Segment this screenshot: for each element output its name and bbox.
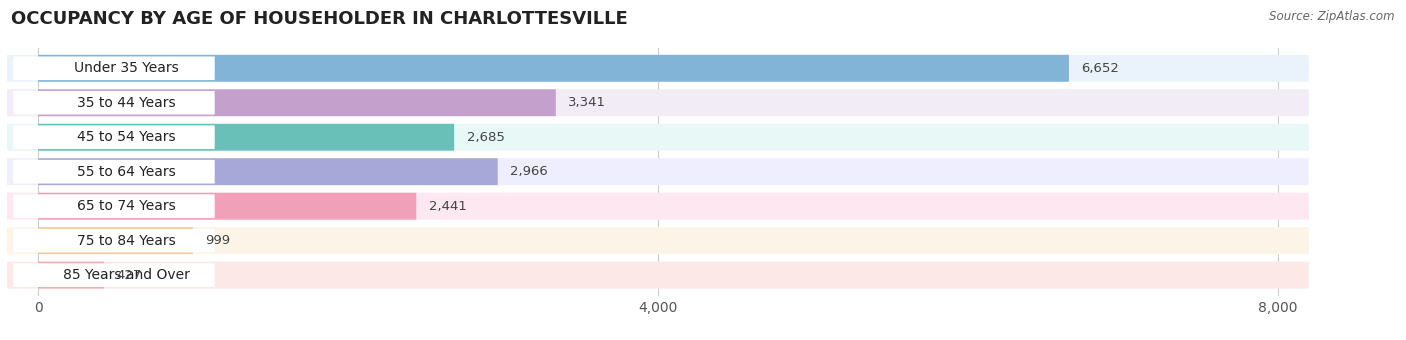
Text: OCCUPANCY BY AGE OF HOUSEHOLDER IN CHARLOTTESVILLE: OCCUPANCY BY AGE OF HOUSEHOLDER IN CHARL…: [11, 10, 628, 28]
Text: 999: 999: [205, 234, 231, 247]
FancyBboxPatch shape: [38, 158, 498, 185]
FancyBboxPatch shape: [7, 193, 1309, 220]
FancyBboxPatch shape: [13, 56, 215, 80]
Text: 2,441: 2,441: [429, 200, 467, 213]
FancyBboxPatch shape: [13, 160, 215, 184]
Text: 45 to 54 Years: 45 to 54 Years: [77, 130, 176, 144]
Text: 3,341: 3,341: [568, 96, 606, 109]
FancyBboxPatch shape: [13, 263, 215, 287]
FancyBboxPatch shape: [38, 193, 416, 220]
FancyBboxPatch shape: [38, 227, 193, 254]
FancyBboxPatch shape: [38, 55, 1069, 82]
Text: 55 to 64 Years: 55 to 64 Years: [77, 165, 176, 179]
FancyBboxPatch shape: [38, 262, 104, 289]
Text: 85 Years and Over: 85 Years and Over: [63, 268, 190, 282]
FancyBboxPatch shape: [7, 55, 1309, 82]
FancyBboxPatch shape: [38, 124, 454, 151]
FancyBboxPatch shape: [13, 229, 215, 253]
Text: 427: 427: [117, 269, 142, 282]
Text: 35 to 44 Years: 35 to 44 Years: [77, 96, 176, 110]
FancyBboxPatch shape: [38, 89, 555, 116]
FancyBboxPatch shape: [13, 125, 215, 149]
FancyBboxPatch shape: [7, 262, 1309, 289]
FancyBboxPatch shape: [7, 227, 1309, 254]
Text: 6,652: 6,652: [1081, 62, 1119, 75]
FancyBboxPatch shape: [7, 89, 1309, 116]
FancyBboxPatch shape: [7, 158, 1309, 185]
Text: 2,685: 2,685: [467, 131, 505, 144]
Text: Under 35 Years: Under 35 Years: [75, 61, 179, 75]
Text: Source: ZipAtlas.com: Source: ZipAtlas.com: [1270, 10, 1395, 23]
FancyBboxPatch shape: [7, 124, 1309, 151]
FancyBboxPatch shape: [13, 91, 215, 115]
Text: 75 to 84 Years: 75 to 84 Years: [77, 234, 176, 248]
Text: 65 to 74 Years: 65 to 74 Years: [77, 199, 176, 213]
FancyBboxPatch shape: [13, 194, 215, 218]
Text: 2,966: 2,966: [510, 165, 548, 178]
